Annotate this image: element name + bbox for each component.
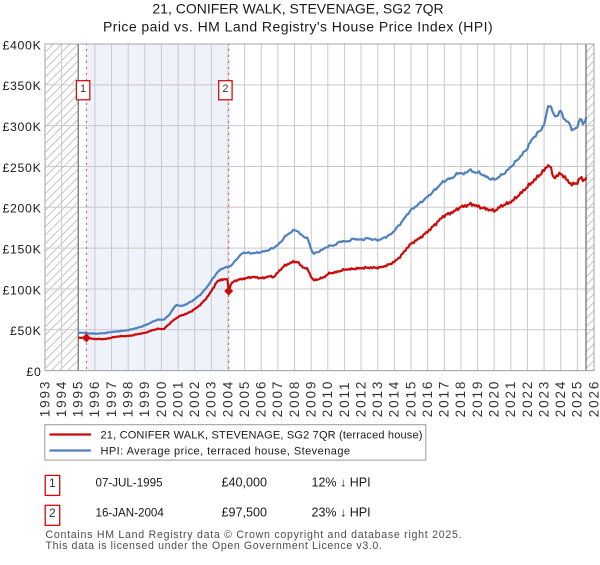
- svg-text:1994: 1994: [54, 380, 69, 418]
- svg-text:2009: 2009: [304, 380, 319, 418]
- svg-text:2011: 2011: [337, 381, 352, 418]
- svg-text:2008: 2008: [287, 380, 302, 418]
- svg-text:£97,500: £97,500: [222, 506, 268, 520]
- svg-text:2017: 2017: [437, 380, 452, 418]
- svg-text:2012: 2012: [353, 380, 368, 418]
- svg-text:21, CONIFER WALK, STEVENAGE, S: 21, CONIFER WALK, STEVENAGE, SG2 7QR (te…: [101, 430, 423, 442]
- svg-text:2018: 2018: [453, 380, 468, 418]
- svg-text:2015: 2015: [403, 380, 418, 418]
- svg-text:23% ↓ HPI: 23% ↓ HPI: [312, 506, 371, 520]
- svg-text:2016: 2016: [420, 380, 435, 418]
- svg-text:2004: 2004: [220, 380, 235, 418]
- svg-text:16-JAN-2004: 16-JAN-2004: [96, 507, 165, 520]
- svg-text:2002: 2002: [187, 380, 202, 418]
- svg-text:1: 1: [80, 83, 86, 95]
- svg-text:2020: 2020: [487, 380, 502, 418]
- svg-text:Price paid vs. HM Land Registr: Price paid vs. HM Land Registry's House …: [103, 18, 493, 34]
- svg-text:2: 2: [222, 83, 228, 95]
- svg-text:07-JUL-1995: 07-JUL-1995: [96, 477, 163, 490]
- svg-text:HPI: Average price, terraced h: HPI: Average price, terraced house, Stev…: [101, 446, 351, 458]
- svg-text:£400K: £400K: [2, 38, 41, 52]
- svg-text:12% ↓ HPI: 12% ↓ HPI: [312, 476, 371, 490]
- svg-text:2010: 2010: [320, 380, 335, 418]
- svg-text:2000: 2000: [154, 380, 169, 418]
- svg-text:1995: 1995: [71, 380, 86, 418]
- svg-text:2021: 2021: [503, 380, 518, 418]
- svg-text:1996: 1996: [87, 380, 102, 418]
- svg-text:2: 2: [49, 506, 56, 520]
- svg-text:2013: 2013: [370, 380, 385, 418]
- svg-text:2022: 2022: [520, 380, 535, 418]
- svg-text:£0: £0: [26, 365, 41, 379]
- svg-text:2024: 2024: [553, 380, 568, 418]
- svg-text:2006: 2006: [254, 380, 269, 418]
- svg-text:2005: 2005: [237, 380, 252, 418]
- svg-text:£350K: £350K: [2, 79, 41, 93]
- svg-text:2023: 2023: [536, 380, 551, 418]
- svg-text:1999: 1999: [137, 380, 152, 418]
- svg-text:2026: 2026: [586, 380, 600, 418]
- svg-text:2025: 2025: [570, 380, 585, 418]
- svg-text:£300K: £300K: [2, 120, 41, 134]
- svg-text:£50K: £50K: [10, 324, 42, 338]
- svg-text:2007: 2007: [270, 380, 285, 418]
- svg-text:1997: 1997: [104, 380, 119, 418]
- svg-text:21, CONIFER WALK, STEVENAGE, S: 21, CONIFER WALK, STEVENAGE, SG2 7QR: [152, 0, 443, 16]
- svg-text:£150K: £150K: [2, 242, 41, 256]
- svg-text:1993: 1993: [37, 380, 52, 418]
- svg-text:£100K: £100K: [2, 283, 41, 297]
- svg-text:1998: 1998: [121, 380, 136, 418]
- svg-text:2003: 2003: [204, 380, 219, 418]
- svg-text:2001: 2001: [170, 380, 185, 418]
- svg-text:This data is licensed under th: This data is licensed under the Open Gov…: [46, 540, 383, 552]
- svg-text:1: 1: [49, 476, 56, 490]
- svg-text:£40,000: £40,000: [222, 476, 268, 490]
- svg-text:2019: 2019: [470, 380, 485, 418]
- svg-text:£200K: £200K: [2, 202, 41, 216]
- svg-text:2014: 2014: [387, 380, 402, 418]
- svg-text:£250K: £250K: [2, 161, 41, 175]
